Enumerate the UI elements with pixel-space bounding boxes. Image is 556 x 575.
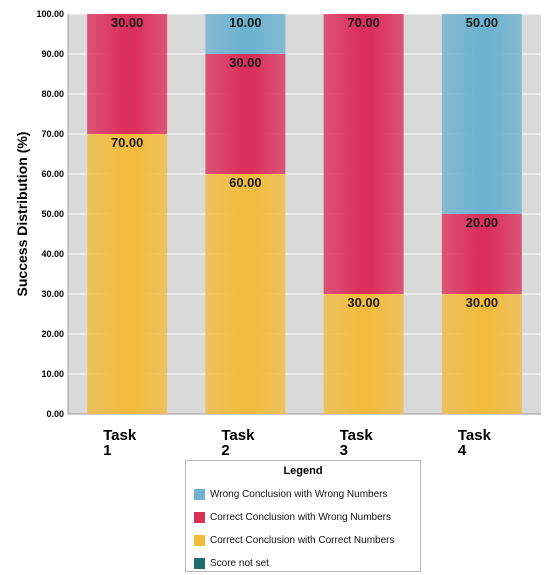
legend-item: Score not set: [186, 552, 420, 575]
data-label: 60.00: [229, 175, 262, 190]
data-label: 20.00: [466, 215, 499, 230]
legend-swatch: [194, 558, 205, 569]
legend-label: Wrong Conclusion with Wrong Numbers: [210, 489, 388, 500]
bar-segment: [87, 14, 168, 134]
x-tick-label: Task 3: [340, 427, 374, 458]
legend-label: Correct Conclusion with Wrong Numbers: [210, 512, 391, 523]
legend-item: Correct Conclusion with Wrong Numbers: [186, 506, 420, 529]
data-label: 50.00: [466, 15, 499, 30]
y-tick-label: 50.00: [41, 209, 64, 219]
legend-item: Correct Conclusion with Correct Numbers: [186, 529, 420, 552]
data-label: 10.00: [229, 15, 262, 30]
legend-items: Wrong Conclusion with Wrong Numbers Corre…: [186, 483, 420, 575]
data-label: 30.00: [466, 295, 499, 310]
bar-segment: [441, 214, 522, 294]
bar-segment: [87, 134, 168, 414]
legend: Legend Wrong Conclusion with Wrong Numbe…: [185, 460, 421, 572]
data-label: 30.00: [111, 15, 144, 30]
legend-swatch: [194, 512, 205, 523]
legend-title: Legend: [283, 465, 323, 477]
data-label: 30.00: [347, 295, 380, 310]
data-label: 30.00: [229, 55, 262, 70]
x-tick-label: Task 1: [103, 427, 137, 458]
y-tick-label: 100.00: [36, 9, 64, 19]
y-tick-label: 0.00: [46, 409, 64, 419]
y-tick-label: 30.00: [41, 289, 64, 299]
data-label: 70.00: [347, 15, 380, 30]
bar-segment: [205, 174, 286, 414]
legend-label: Score not set: [210, 558, 269, 569]
legend-swatch: [194, 535, 205, 546]
x-tick-label: Task 4: [458, 427, 492, 458]
y-axis-label: Success Distribution (%): [14, 132, 30, 297]
bar-segment: [441, 14, 522, 214]
y-tick-label: 60.00: [41, 169, 64, 179]
data-label: 70.00: [111, 135, 144, 150]
bar-segment: [205, 14, 286, 54]
stacked-bar-chart: Success Distribution (%) 0.00 10.00 20.00 3…: [14, 9, 541, 458]
y-tick-label: 40.00: [41, 249, 64, 259]
bar-segment: [323, 294, 404, 414]
y-tick-label: 20.00: [41, 329, 64, 339]
bar-segment: [323, 14, 404, 294]
y-tick-label: 10.00: [41, 369, 64, 379]
legend-swatch: [194, 489, 205, 500]
y-tick-label: 70.00: [41, 129, 64, 139]
y-tick-label: 90.00: [41, 49, 64, 59]
x-tick-label: Task 2: [221, 427, 255, 458]
bar-segment: [441, 294, 522, 414]
y-tick-label: 80.00: [41, 89, 64, 99]
legend-item: Wrong Conclusion with Wrong Numbers: [186, 483, 420, 506]
bar-segment: [205, 54, 286, 174]
legend-label: Correct Conclusion with Correct Numbers: [210, 535, 395, 546]
